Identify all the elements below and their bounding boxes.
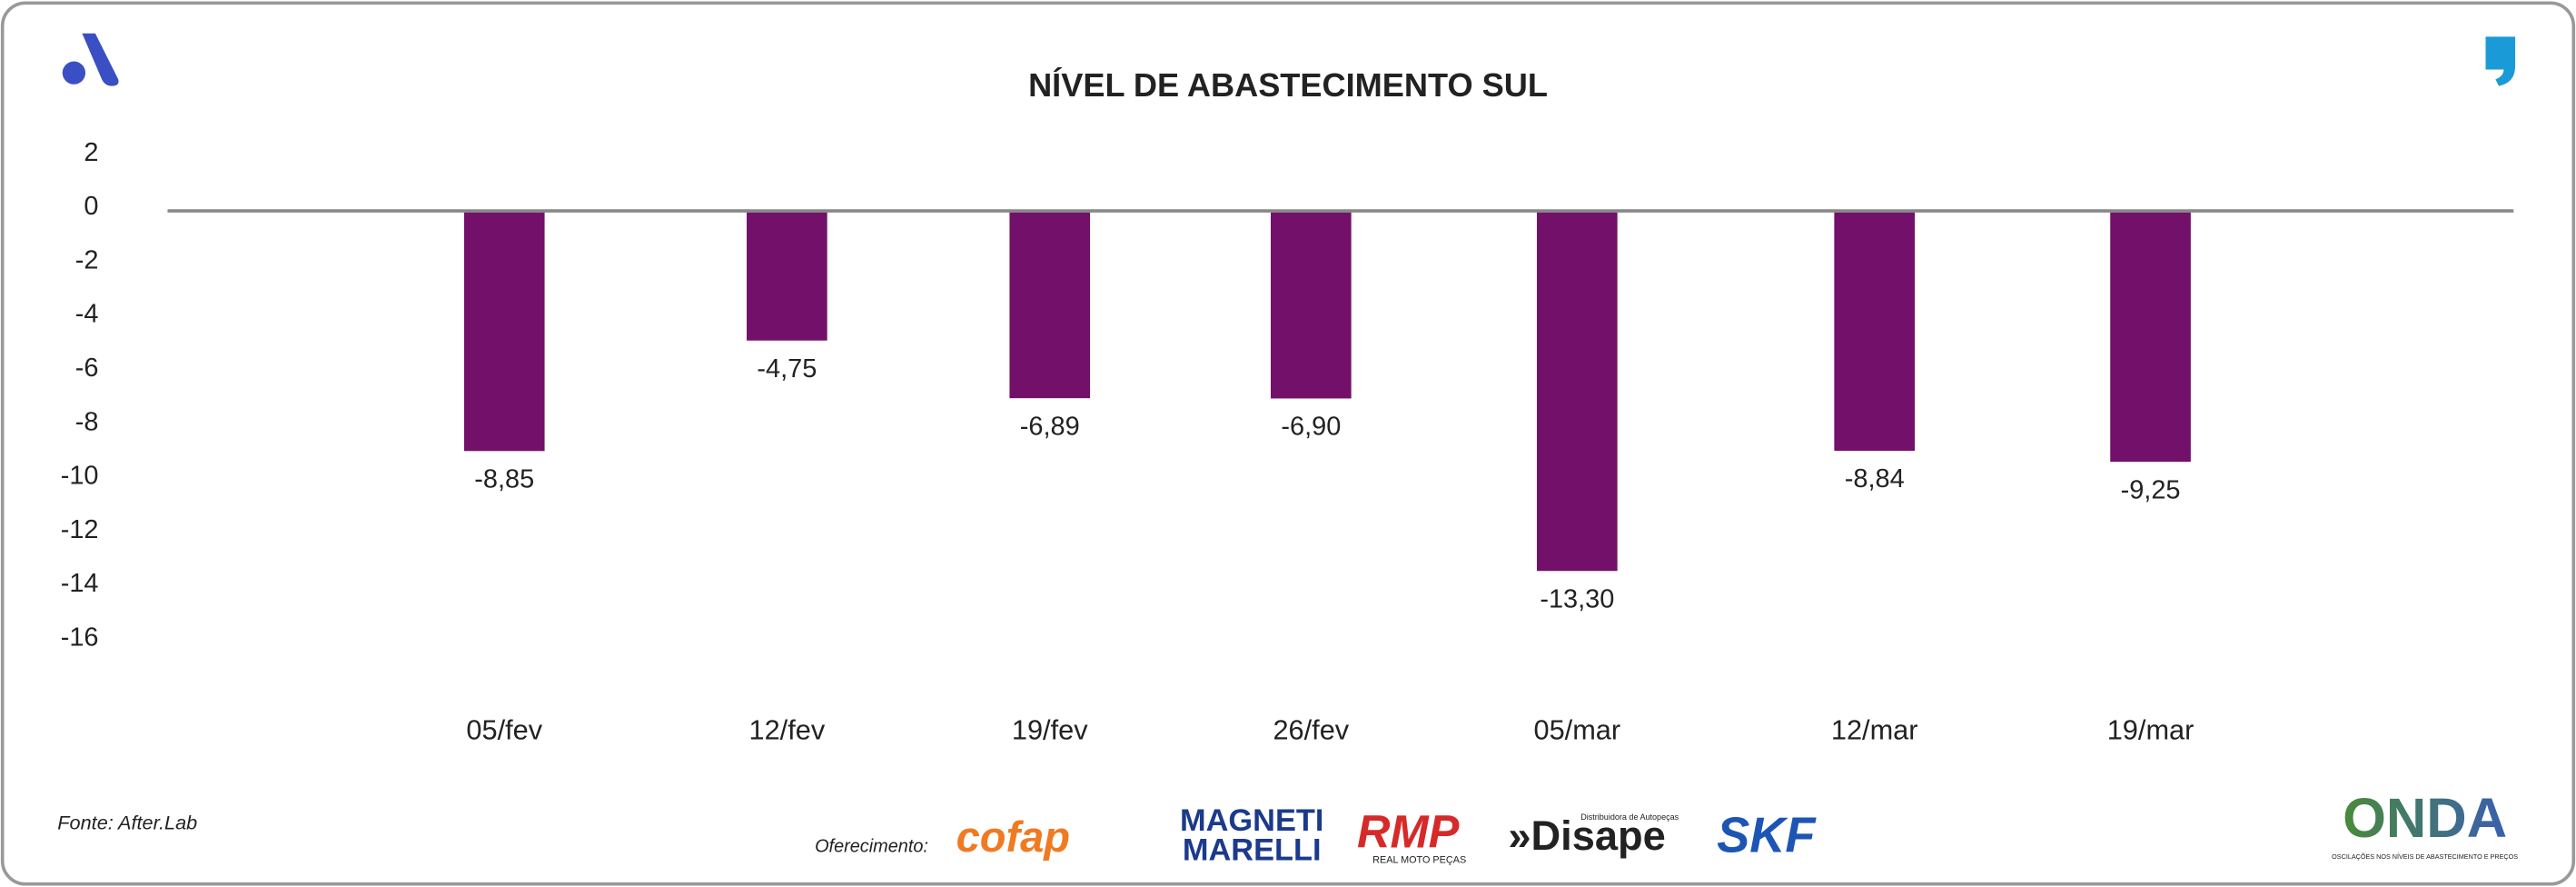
y-tick-label: -12 <box>61 515 99 544</box>
sponsor-logo: MARELLI <box>1183 833 1322 868</box>
sponsor-logo: »Disape <box>1508 812 1665 859</box>
y-tick-label: -6 <box>75 354 99 383</box>
quote-logo <box>2485 36 2516 86</box>
sponsor-logo: RMP <box>1357 806 1460 858</box>
value-label: -9,25 <box>2121 475 2181 504</box>
x-tick-label: 12/mar <box>1831 714 1918 746</box>
value-label: -8,85 <box>474 464 534 493</box>
source: Fonte: After.Lab <box>57 811 197 833</box>
sponsor-logo: Distribuidora de Autopeças <box>1580 812 1679 822</box>
x-tick-label: 19/fev <box>1012 714 1088 746</box>
y-tick-label: 0 <box>84 192 98 221</box>
sponsor-logo: cofap <box>956 812 1070 861</box>
brand-logo <box>62 33 119 86</box>
sponsor-logo: MAGNETI <box>1180 803 1323 838</box>
sponsor-label: Oferecimento: <box>815 836 928 856</box>
value-label: -6,89 <box>1020 412 1080 441</box>
bar <box>747 212 827 341</box>
y-tick-label: -10 <box>61 462 99 491</box>
value-label: -13,30 <box>1540 584 1614 613</box>
x-tick-label: 19/mar <box>2107 714 2195 746</box>
bar <box>1834 212 1916 451</box>
y-tick-label: -8 <box>75 407 99 436</box>
bar <box>1271 212 1352 399</box>
y-tick-label: -14 <box>61 569 99 598</box>
value-label: -4,75 <box>757 354 817 384</box>
bar <box>2110 212 2191 463</box>
sponsor-logo: SKF <box>1717 808 1817 862</box>
bar <box>1537 212 1618 572</box>
bar <box>1009 212 1091 399</box>
y-tick-label: -2 <box>75 245 99 274</box>
sponsor-logo: REAL MOTO PEÇAS <box>1372 854 1466 865</box>
onda-logo: ONDA <box>2343 787 2507 850</box>
x-tick-label: 12/fev <box>748 714 825 746</box>
value-label: -6,90 <box>1281 413 1341 442</box>
x-tick-label: 05/mar <box>1533 714 1620 746</box>
chart-title: NÍVEL DE ABASTECIMENTO SUL <box>1028 66 1548 104</box>
y-tick-label: -16 <box>61 623 99 653</box>
y-tick-label: 2 <box>84 138 98 167</box>
x-tick-label: 26/fev <box>1273 714 1349 746</box>
bar <box>463 212 545 452</box>
value-label: -8,84 <box>1845 464 1905 493</box>
onda-tagline: OSCILAÇÕES NOS NÍVEIS DE ABASTECIMENTO E… <box>2332 852 2518 861</box>
y-tick-label: -4 <box>75 300 99 329</box>
x-tick-label: 05/fev <box>466 714 542 746</box>
